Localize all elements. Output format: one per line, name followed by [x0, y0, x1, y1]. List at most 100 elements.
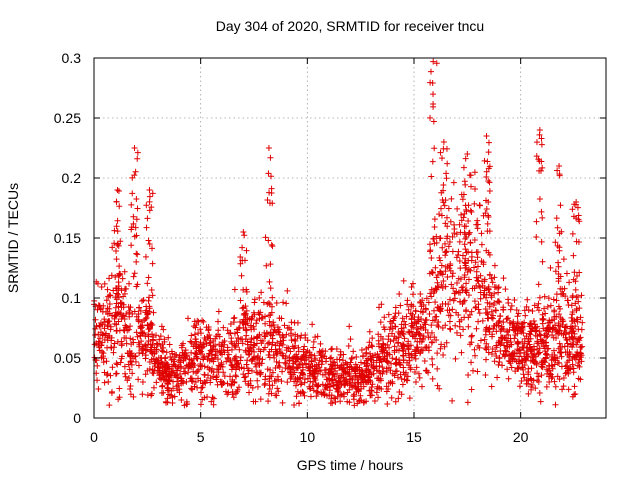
data-point: [197, 339, 204, 346]
data-point: [462, 255, 469, 262]
data-point: [257, 396, 264, 403]
data-point: [574, 204, 581, 211]
data-point: [434, 350, 441, 357]
data-point: [365, 373, 372, 380]
data-point: [525, 390, 532, 397]
data-point: [216, 341, 223, 348]
data-point: [462, 246, 469, 253]
data-point: [470, 367, 477, 374]
data-point: [554, 242, 561, 249]
data-point: [197, 401, 204, 408]
data-point: [395, 334, 402, 341]
data-point: [399, 381, 406, 388]
data-point: [235, 340, 242, 347]
data-point: [207, 379, 214, 386]
data-point: [238, 272, 245, 279]
data-point: [347, 359, 354, 366]
data-point: [109, 244, 116, 251]
data-point: [484, 158, 491, 165]
data-point: [471, 285, 478, 292]
data-point: [575, 360, 582, 367]
data-point: [132, 224, 139, 231]
data-point: [228, 366, 235, 373]
data-point: [170, 385, 177, 392]
data-point: [553, 291, 560, 298]
data-point: [310, 387, 317, 394]
data-point: [488, 275, 495, 282]
data-point: [453, 279, 460, 286]
data-point: [391, 313, 398, 320]
data-point: [542, 359, 549, 366]
data-point: [576, 335, 583, 342]
data-point: [453, 254, 460, 261]
data-point: [496, 354, 503, 361]
data-point: [297, 334, 304, 341]
data-point: [326, 383, 333, 390]
data-point: [425, 369, 432, 376]
data-point: [399, 315, 406, 322]
data-point: [467, 207, 474, 214]
data-point: [573, 294, 580, 301]
data-point: [104, 311, 111, 318]
data-point: [262, 234, 269, 241]
data-point: [383, 388, 390, 395]
data-point: [144, 215, 151, 222]
data-point: [246, 351, 253, 357]
data-point: [482, 294, 489, 301]
data-point: [98, 329, 105, 336]
data-point: [115, 242, 122, 249]
data-point: [297, 381, 304, 388]
data-point: [128, 226, 135, 233]
data-point: [566, 279, 573, 286]
data-point: [543, 342, 550, 349]
data-point: [368, 384, 375, 391]
data-point: [569, 230, 576, 237]
data-point: [270, 319, 277, 326]
data-point: [379, 336, 386, 343]
data-point: [112, 294, 119, 301]
data-point: [468, 386, 475, 393]
data-point: [578, 292, 585, 299]
data-point: [389, 355, 396, 362]
data-point: [525, 377, 532, 384]
data-point: [536, 349, 543, 356]
data-point: [286, 354, 293, 361]
data-point: [291, 319, 298, 326]
data-point: [550, 296, 557, 303]
data-point: [159, 382, 166, 389]
data-point: [128, 242, 135, 249]
data-point: [205, 327, 212, 334]
data-point: [503, 339, 510, 346]
data-point: [439, 197, 446, 204]
data-point: [493, 342, 500, 349]
data-point: [192, 350, 199, 357]
data-point: [491, 274, 498, 281]
data-point: [430, 118, 437, 125]
data-point: [195, 375, 202, 382]
data-point: [294, 353, 301, 360]
data-point: [95, 386, 102, 393]
data-point: [477, 295, 484, 302]
data-point: [569, 341, 576, 348]
data-point: [441, 343, 448, 350]
data-point: [131, 145, 138, 151]
data-point: [269, 200, 276, 207]
data-point: [282, 352, 289, 359]
data-point: [163, 349, 170, 356]
data-point: [101, 280, 108, 287]
data-point: [243, 247, 250, 254]
data-point: [145, 331, 152, 338]
data-point: [267, 329, 274, 336]
data-point: [376, 362, 383, 369]
data-point: [478, 230, 485, 237]
data-point: [430, 307, 437, 314]
data-point: [238, 364, 245, 371]
data-point: [130, 273, 137, 280]
data-point: [576, 218, 583, 225]
data-point: [139, 391, 146, 398]
data-point: [493, 353, 500, 360]
data-point: [106, 301, 113, 308]
data-point: [476, 202, 483, 209]
data-point: [243, 307, 250, 314]
data-point: [401, 318, 408, 325]
